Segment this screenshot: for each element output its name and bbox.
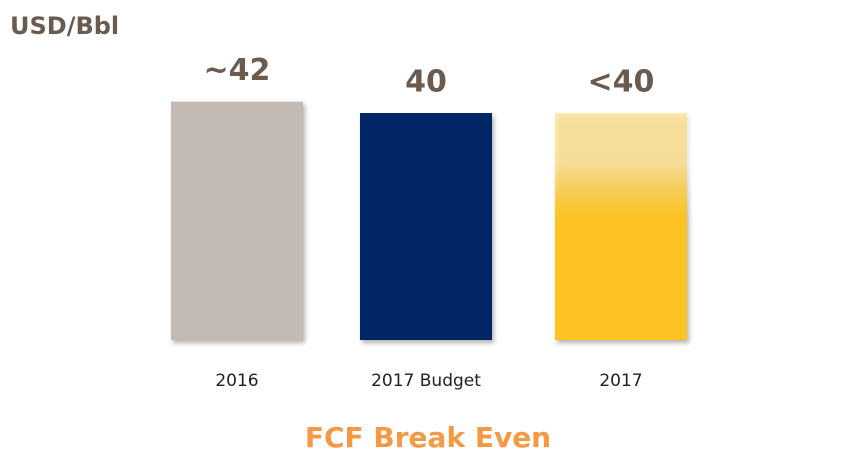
chart-subtitle: FCF Break Even bbox=[305, 421, 551, 454]
value-label: 40 bbox=[405, 65, 447, 100]
bar bbox=[555, 113, 687, 340]
x-tick-label: 2017 bbox=[599, 371, 642, 391]
bar bbox=[360, 113, 492, 340]
x-tick-label: 2017 Budget bbox=[371, 371, 481, 391]
bar bbox=[171, 101, 303, 341]
value-label: <40 bbox=[588, 65, 655, 100]
value-label: ~42 bbox=[204, 53, 271, 88]
x-tick-label: 2016 bbox=[215, 371, 258, 391]
chart-title: USD/Bbl bbox=[10, 12, 119, 40]
